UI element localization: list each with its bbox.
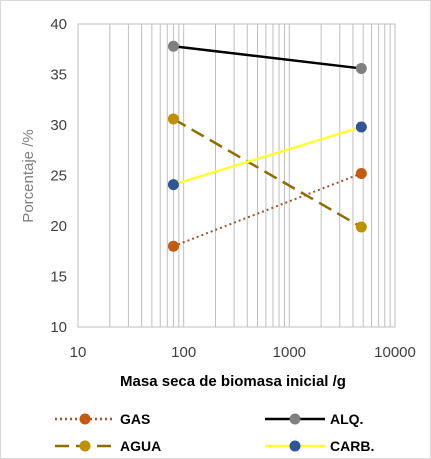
series-line-carb: [173, 125, 362, 186]
y-tick-label: 30: [50, 117, 67, 134]
legend-marker-gas: [79, 413, 91, 425]
data-point-alq: [167, 40, 179, 52]
series-line-agua: [172, 117, 362, 229]
y-tick-label: 20: [50, 218, 67, 235]
legend-label-gas: GAS: [120, 411, 150, 427]
legend-label-alq: ALQ.: [330, 411, 363, 427]
y-tick-label: 25: [50, 168, 67, 185]
series-line-gas: [173, 172, 362, 248]
series-line-alq: [173, 44, 362, 70]
x-tick-label: 10: [70, 344, 87, 361]
x-axis-ticks: 10 100 1000 10000: [70, 344, 416, 361]
data-point-alq: [355, 62, 367, 74]
y-tick-label: 40: [50, 16, 67, 33]
legend-label-agua: AGUA: [120, 438, 161, 454]
y-tick-label: 10: [50, 319, 67, 336]
legend-marker-alq: [289, 413, 301, 425]
data-point-agua: [167, 113, 179, 125]
data-point-agua: [355, 221, 367, 233]
x-axis-title: Masa seca de biomasa inicial /g: [120, 373, 346, 390]
plot-area-border: [77, 23, 396, 328]
x-tick-label: 100: [171, 344, 196, 361]
data-point-gas: [355, 167, 367, 179]
series-points: [167, 40, 367, 252]
y-axis-ticks: 10 15 20 25 30 35 40: [50, 16, 67, 336]
y-tick-label: 15: [50, 269, 67, 286]
legend-marker-carb: [289, 440, 301, 452]
gridlines: [77, 24, 391, 327]
series-lines: [172, 44, 362, 248]
data-point-carb: [355, 121, 367, 133]
data-point-gas: [167, 240, 179, 252]
x-tick-label: 10000: [374, 344, 416, 361]
legend-label-carb: CARB.: [330, 438, 374, 454]
legend: GAS ALQ. AGUA CARB.: [55, 411, 374, 454]
x-tick-label: 1000: [273, 344, 306, 361]
legend-marker-agua: [79, 440, 91, 452]
y-tick-label: 35: [50, 67, 67, 84]
data-point-carb: [167, 179, 179, 191]
y-axis-title: Porcentaje /%: [20, 129, 37, 222]
